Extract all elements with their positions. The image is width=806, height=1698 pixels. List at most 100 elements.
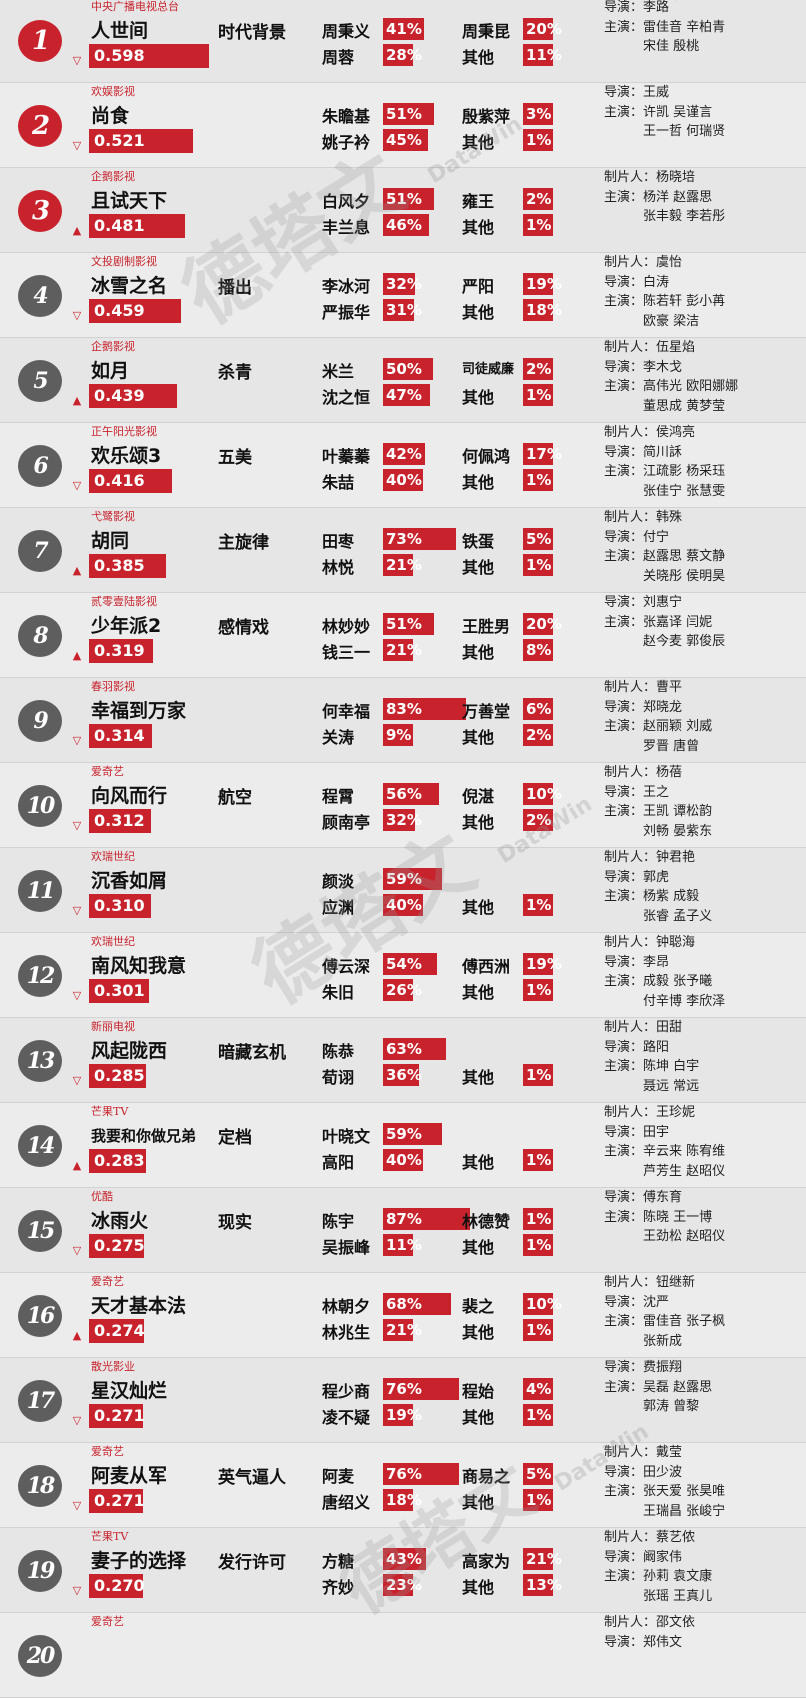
percent-bar: 1%: [523, 554, 553, 576]
ranking-row[interactable]: 20 爱奇艺 制片人：邵文依 导演：郑伟文: [0, 1613, 806, 1698]
drama-title[interactable]: 天才基本法: [91, 1295, 187, 1317]
row-divider: [0, 82, 806, 83]
character-name: 白风夕: [322, 192, 371, 211]
percent-bar: 1%: [523, 384, 553, 406]
row-divider: [0, 1442, 806, 1443]
drama-title[interactable]: 胡同: [91, 530, 130, 552]
character-name: 其他: [462, 388, 495, 407]
percent-bar: 28%: [383, 44, 422, 66]
percent-value: 11%: [386, 1236, 422, 1254]
trend-down-icon: ▽: [72, 1244, 82, 1257]
percent-bar: 1%: [523, 1404, 553, 1426]
score-bar: 0.271: [89, 1489, 145, 1513]
character-name: 方糖: [322, 1552, 355, 1571]
ranking-row[interactable]: 5 ▲ 企鹅影视 如月 0.439 杀青 米兰 50% 沈之恒 47% 司徒威廉 2% 其他 1% 制片人：…: [0, 338, 806, 423]
drama-title[interactable]: 幸福到万家: [91, 700, 187, 722]
drama-title[interactable]: 风起陇西: [91, 1040, 168, 1062]
score-value: 0.283: [94, 1151, 145, 1170]
drama-title[interactable]: 且试天下: [91, 190, 168, 212]
drama-title[interactable]: 妻子的选择: [91, 1550, 187, 1572]
drama-title[interactable]: 星汉灿烂: [91, 1380, 168, 1402]
percent-value: 20%: [526, 615, 562, 633]
ranking-row[interactable]: 11 ▽ 欢瑞世纪 沉香如屑 0.310 颜淡 59% 应渊 40% 其他 1% 制片人：钟君艳 导演：…: [0, 848, 806, 933]
percent-value: 50%: [386, 360, 422, 378]
percent-value: 1%: [526, 556, 552, 574]
ranking-row[interactable]: 18 ▽ 爱奇艺 阿麦从军 0.271 英气逼人 阿麦 76% 唐绍义 18% 商易之 5% 其他 1% 制…: [0, 1443, 806, 1528]
percent-bar: 21%: [383, 1319, 422, 1341]
ranking-row[interactable]: 17 ▽ 散光影业 星汉灿烂 0.271 程少商 76% 凌不疑 19% 程始 4% 其他 1% 导演：费…: [0, 1358, 806, 1443]
percent-bar: 21%: [383, 639, 422, 661]
drama-title[interactable]: 南风知我意: [91, 955, 187, 977]
percent-bar: 2%: [523, 358, 553, 380]
character-name: 程霄: [322, 787, 355, 806]
credit-line: 郭涛 曾黎: [604, 1399, 700, 1414]
percent-bar: 1%: [523, 214, 553, 236]
percent-bar: 68%: [383, 1293, 451, 1315]
character-name: 林德赞: [462, 1212, 511, 1231]
credit-line: 制片人：杨蓓: [604, 765, 683, 780]
drama-title[interactable]: 冰雪之名: [91, 275, 168, 297]
character-name: 田枣: [322, 532, 355, 551]
credits-block: 制片人：曹平 导演：郑晓龙 主演：赵丽颖 刘威 罗晋 唐曾: [604, 678, 712, 756]
character-name: 林妙妙: [322, 617, 371, 636]
percent-bar: 9%: [383, 724, 413, 746]
ranking-row[interactable]: 13 ▽ 新丽电视 风起陇西 0.285 暗藏玄机 陈恭 63% 荀诩 36% 其他 1% 制片人：田甜…: [0, 1018, 806, 1103]
percent-bar: 76%: [383, 1463, 459, 1485]
credit-line: 主演：江疏影 杨采珏: [604, 464, 726, 479]
drama-title[interactable]: 欢乐颂3: [91, 445, 162, 467]
percent-value: 40%: [386, 1151, 422, 1169]
drama-title[interactable]: 我要和你做兄弟: [91, 1127, 197, 1145]
drama-title[interactable]: 向风而行: [91, 785, 168, 807]
ranking-row[interactable]: 7 ▲ 弋鹭影视 胡同 0.385 主旋律 田枣 73% 林悦 21% 铁蛋 5% 其他 1% 制片人：韩殊…: [0, 508, 806, 593]
ranking-row[interactable]: 2 ▽ 欢娱影视 尚食 0.521 朱瞻基 51% 姚子衿 45% 殷紫萍 3% 其他 1% 导演：王威主…: [0, 83, 806, 168]
score-bar: 0.459: [89, 299, 181, 323]
topic-tag: 发行许可: [218, 1553, 286, 1573]
credit-line: 王一哲 何瑞贤: [604, 124, 726, 139]
drama-title[interactable]: 如月: [91, 360, 130, 382]
drama-title[interactable]: 尚食: [91, 105, 130, 127]
percent-bar: 42%: [383, 443, 425, 465]
credits-block: 导演：王威 主演：许凯 吴谨言 王一哲 何瑞贤: [604, 83, 725, 142]
character-name: 其他: [462, 48, 495, 67]
percent-value: 21%: [386, 556, 422, 574]
character-name: 应渊: [322, 898, 355, 917]
topic-tag: 感情戏: [218, 618, 269, 638]
character-name: 其他: [462, 218, 495, 237]
credit-line: 制片人：杨晓培: [604, 170, 696, 185]
ranking-row[interactable]: 6 ▽ 正午阳光影视 欢乐颂3 0.416 五美 叶蓁蓁 42% 朱喆 40% 何佩鸿 17% 其他 1%…: [0, 423, 806, 508]
ranking-row[interactable]: 12 ▽ 欢瑞世纪 南风知我意 0.301 傅云深 54% 朱旧 26% 傅西洲 19% 其他 1% 制片…: [0, 933, 806, 1018]
ranking-row[interactable]: 4 ▽ 文投剧制影视 冰雪之名 0.459 播出 李冰河 32% 严振华 31% 严阳 19% 其他 18…: [0, 253, 806, 338]
production-company: 爱奇艺: [91, 1615, 124, 1628]
ranking-row[interactable]: 1 ▽ 中央广播电视总台 人世间 0.598 时代背景 周秉义 41% 周蓉 28% 周秉昆 20% 其…: [0, 0, 806, 83]
percent-bar: 20%: [523, 18, 562, 40]
trend-down-icon: ▽: [72, 989, 82, 1002]
credits-block: 制片人：戴莹 导演：田少波 主演：张天爱 张昊唯 王瑞昌 张峻宁: [604, 1443, 725, 1521]
ranking-row[interactable]: 3 ▲ 企鹅影视 且试天下 0.481 白风夕 51% 丰兰息 46% 雍王 2% 其他 1% 制片人：杨…: [0, 168, 806, 253]
drama-title[interactable]: 人世间: [91, 20, 149, 42]
ranking-row[interactable]: 15 ▽ 优酷 冰雨火 0.275 现实 陈宇 87% 吴振峰 11% 林德赞 1% 其他 1% 导演：傅东…: [0, 1188, 806, 1273]
ranking-row[interactable]: 8 ▲ 贰零壹陆影视 少年派2 0.319 感情戏 林妙妙 51% 钱三一 21% 王胜男 20% 其他…: [0, 593, 806, 678]
credit-line: 制片人：钟君艳: [604, 850, 696, 865]
score-value: 0.301: [94, 981, 145, 1000]
row-divider: [0, 1272, 806, 1273]
ranking-row[interactable]: 19 ▽ 芒果TV 妻子的选择 0.270 发行许可 方糖 43% 齐妙 23% 高家为 21% 其他 1…: [0, 1528, 806, 1613]
ranking-row[interactable]: 10 ▽ 爱奇艺 向风而行 0.312 航空 程霄 56% 顾南亭 32% 倪湛 10% 其他 2% 制片人…: [0, 763, 806, 848]
character-name: 米兰: [322, 362, 355, 381]
drama-title[interactable]: 少年派2: [91, 615, 162, 637]
percent-value: 87%: [386, 1210, 422, 1228]
percent-bar: 43%: [383, 1548, 426, 1570]
credit-line: 制片人：侯鸿亮: [604, 425, 696, 440]
character-name: 其他: [462, 813, 495, 832]
production-company: 爱奇艺: [91, 1445, 124, 1458]
character-name: 朱喆: [322, 473, 355, 492]
ranking-row[interactable]: 16 ▲ 爱奇艺 天才基本法 0.274 林朝夕 68% 林兆生 21% 裴之 10% 其他 1% 制片人…: [0, 1273, 806, 1358]
drama-title[interactable]: 冰雨火: [91, 1210, 149, 1232]
credit-line: 聂远 常远: [604, 1078, 700, 1094]
character-name: 裴之: [462, 1297, 495, 1316]
ranking-row[interactable]: 9 ▽ 春羽影视 幸福到万家 0.314 何幸福 83% 关涛 9% 万善堂 6% 其他 2% 制片人：曹…: [0, 678, 806, 763]
credit-line: 张丰毅 李若彤: [604, 209, 726, 224]
drama-title[interactable]: 沉香如屑: [91, 870, 168, 892]
ranking-row[interactable]: 14 ▲ 芒果TV 我要和你做兄弟 0.283 定档 叶晓文 59% 高阳 40% 其他 1% 制片人：…: [0, 1103, 806, 1188]
drama-title[interactable]: 阿麦从军: [91, 1465, 168, 1487]
production-company: 欢瑞世纪: [91, 935, 135, 948]
